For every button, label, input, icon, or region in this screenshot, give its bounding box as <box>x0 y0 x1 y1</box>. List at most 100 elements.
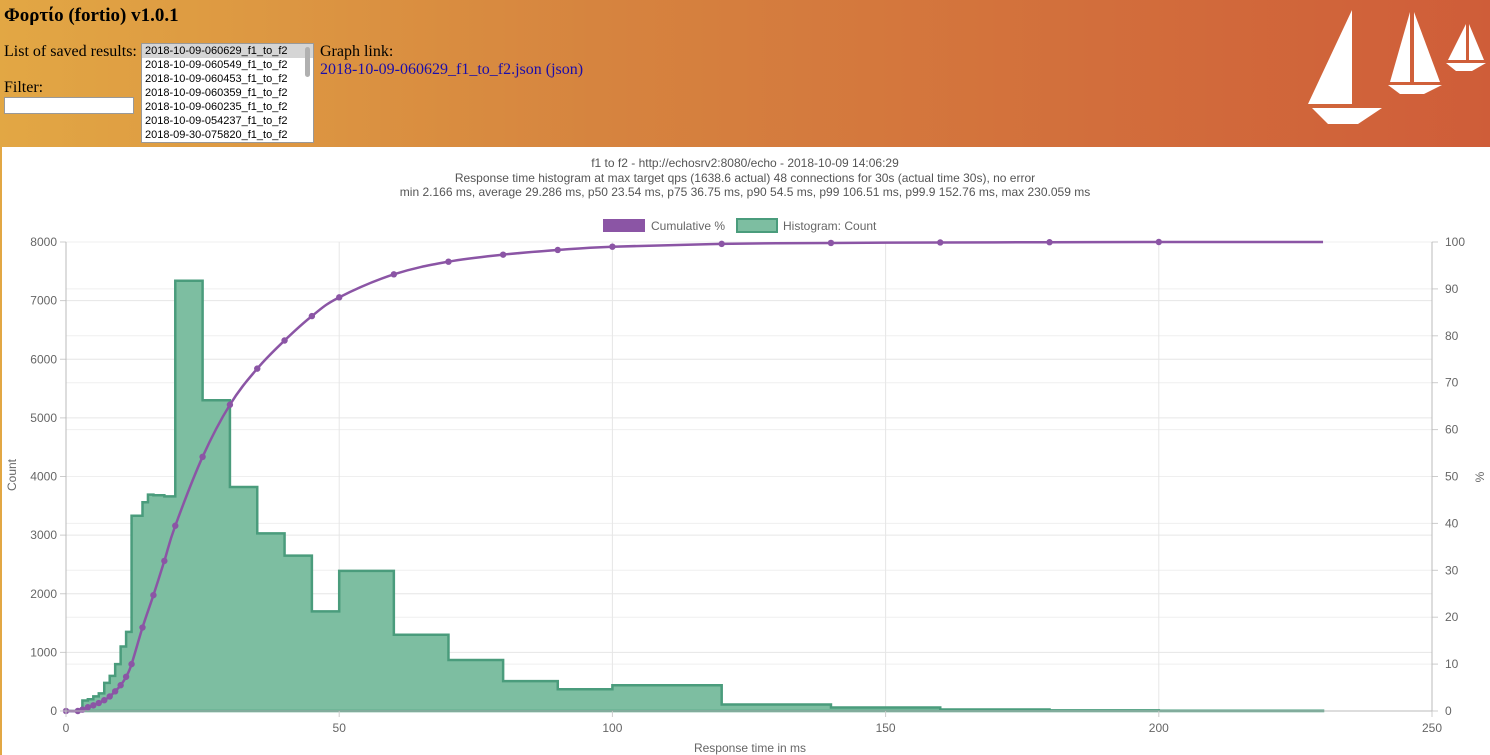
tick-label-y-left: 1000 <box>30 645 57 659</box>
y-axis-right-title: % <box>1473 471 1487 482</box>
axis-layer: 0100020003000400050006000700080000102030… <box>30 235 1465 735</box>
sailboats-logo <box>1308 10 1486 124</box>
tick-label-y-right: 20 <box>1445 610 1459 624</box>
cumulative-point[interactable] <box>308 312 316 320</box>
y-axis-left-title: Count <box>5 458 19 491</box>
sail-medium-right <box>1414 12 1440 82</box>
tick-label-y-right: 80 <box>1445 329 1459 343</box>
chart-subtitle-1: Response time histogram at max target qp… <box>455 171 1035 185</box>
graph-link-label: Graph link: <box>320 43 394 60</box>
legend-label-cumulative[interactable]: Cumulative % <box>651 219 725 233</box>
saved-results-label: List of saved results: <box>4 43 137 60</box>
hull-large <box>1312 108 1382 124</box>
tick-label-y-left: 4000 <box>30 470 57 484</box>
cumulative-point[interactable] <box>1046 239 1053 246</box>
cumulative-point[interactable] <box>95 699 102 707</box>
cumulative-point[interactable] <box>101 697 108 704</box>
tick-label-y-right: 10 <box>1445 657 1459 671</box>
cumulative-point[interactable] <box>1155 238 1163 246</box>
cumulative-point[interactable] <box>281 337 288 344</box>
cumulative-point[interactable] <box>84 704 92 711</box>
cumulative-point[interactable] <box>499 251 507 258</box>
tick-label-y-left: 3000 <box>30 528 57 542</box>
cumulative-point[interactable] <box>445 258 452 265</box>
tick-label-y-left: 8000 <box>30 235 57 249</box>
tick-label-x: 150 <box>876 721 896 735</box>
filter-label: Filter: <box>4 79 44 96</box>
tick-label-y-left: 2000 <box>30 587 57 601</box>
tick-label-x: 50 <box>333 721 347 735</box>
histogram-count-area <box>66 279 1325 713</box>
cumulative-point[interactable] <box>226 401 234 408</box>
tick-label-y-right: 70 <box>1445 376 1459 390</box>
hull-medium <box>1388 85 1442 94</box>
raw-json-link[interactable]: json <box>551 61 578 78</box>
cumulative-point[interactable] <box>79 706 86 713</box>
tick-label-x: 250 <box>1422 721 1442 735</box>
saved-result-item[interactable]: 2018-10-09-054237_f1_to_f2 <box>145 115 288 127</box>
tick-label-x: 0 <box>63 721 70 735</box>
legend-swatch-histogram[interactable] <box>736 218 778 233</box>
graph-link-row: 2018-10-09-060629_f1_to_f2.json (json) <box>320 61 583 79</box>
response-time-chart: 0100020003000400050006000700080000102030… <box>5 156 1487 755</box>
cumulative-point[interactable] <box>122 673 130 680</box>
saved-result-item[interactable]: 2018-10-09-060359_f1_to_f2 <box>145 87 288 99</box>
cumulative-point[interactable] <box>609 243 616 250</box>
app-title: Φορτίο (fortio) v1.0.1 <box>4 5 179 26</box>
saved-result-item[interactable]: 2018-10-09-060549_f1_to_f2 <box>145 59 288 71</box>
saved-results-list[interactable]: 2018-10-09-060629_f1_to_f2 2018-10-09-060… <box>141 43 314 143</box>
tick-label-y-right: 90 <box>1445 282 1459 296</box>
tick-label-y-right: 0 <box>1445 704 1452 718</box>
tick-label-y-right: 60 <box>1445 423 1459 437</box>
cumulative-point[interactable] <box>128 660 135 668</box>
cumulative-point[interactable] <box>554 246 561 254</box>
saved-result-item[interactable]: 2018-10-09-060629_f1_to_f2 <box>142 44 313 58</box>
tick-label-y-left: 6000 <box>30 352 57 366</box>
cumulative-point[interactable] <box>336 294 343 301</box>
cumulative-point[interactable] <box>117 682 124 689</box>
cumulative-point[interactable] <box>111 688 119 695</box>
tick-label-y-left: 7000 <box>30 294 57 308</box>
tick-label-y-right: 100 <box>1445 235 1465 249</box>
tick-label-y-left: 5000 <box>30 411 57 425</box>
cumulative-point[interactable] <box>827 239 835 247</box>
cumulative-point[interactable] <box>254 365 261 372</box>
cumulative-point[interactable] <box>161 557 168 565</box>
cumulative-point[interactable] <box>139 624 146 631</box>
tick-label-y-right: 30 <box>1445 563 1459 577</box>
cumulative-point[interactable] <box>199 453 206 461</box>
cumulative-point[interactable] <box>390 271 398 278</box>
saved-result-item[interactable]: 2018-10-09-060453_f1_to_f2 <box>145 73 288 85</box>
paren-open: ( <box>545 61 552 78</box>
legend-swatch-cumulative[interactable] <box>603 219 645 232</box>
hull-small <box>1446 63 1486 71</box>
sail-large <box>1308 10 1352 104</box>
tick-label-y-right: 50 <box>1445 470 1459 484</box>
sail-small-right <box>1469 24 1484 60</box>
header-bar: Φορτίο (fortio) v1.0.1 List of saved res… <box>0 0 1490 147</box>
tick-label-y-right: 40 <box>1445 516 1459 530</box>
cumulative-point[interactable] <box>90 702 97 709</box>
cumulative-point[interactable] <box>718 240 725 248</box>
cumulative-point[interactable] <box>106 693 113 700</box>
tick-label-y-left: 0 <box>50 704 57 718</box>
legend-label-histogram[interactable]: Histogram: Count <box>783 219 877 233</box>
cumulative-point[interactable] <box>150 591 157 599</box>
sail-medium-left <box>1390 12 1410 82</box>
saved-result-item[interactable]: 2018-10-09-060235_f1_to_f2 <box>145 101 288 113</box>
series-layer <box>62 238 1325 715</box>
chart-title: f1 to f2 - http://echosrv2:8080/echo - 2… <box>591 156 899 170</box>
chart-subtitle-2: min 2.166 ms, average 29.286 ms, p50 23.… <box>400 185 1090 199</box>
cumulative-point[interactable] <box>937 239 944 246</box>
filter-input[interactable] <box>4 97 134 114</box>
list-scrollbar[interactable] <box>305 47 310 77</box>
tick-label-x: 100 <box>602 721 622 735</box>
saved-result-item[interactable]: 2018-09-30-075820_f1_to_f2 <box>145 129 288 141</box>
graph-json-link[interactable]: 2018-10-09-060629_f1_to_f2.json <box>320 61 542 78</box>
paren-close: ) <box>577 61 584 78</box>
page-left-border <box>0 147 2 755</box>
legend: Cumulative % Histogram: Count <box>603 218 877 233</box>
cumulative-point[interactable] <box>172 522 179 529</box>
x-axis-title: Response time in ms <box>694 741 806 755</box>
sail-small-left <box>1448 24 1466 60</box>
